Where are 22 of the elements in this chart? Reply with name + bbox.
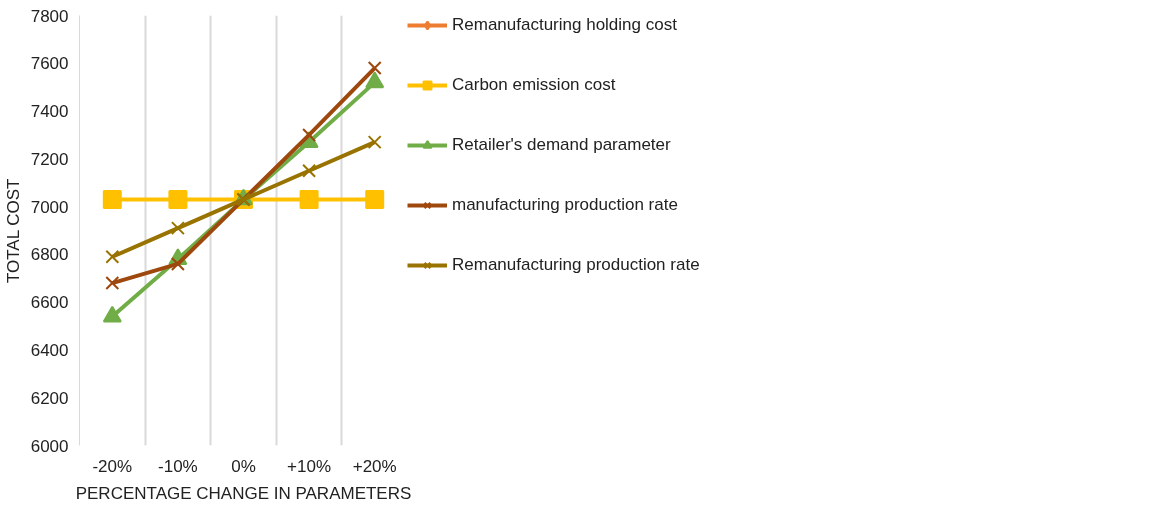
y-axis-title: TOTAL COST xyxy=(3,178,23,284)
y-tick-label: 7400 xyxy=(30,102,69,122)
legend-label: Carbon emission cost xyxy=(452,75,616,95)
legend-label: Remanufacturing production rate xyxy=(452,255,700,275)
legend-label: Remanufacturing holding cost xyxy=(452,15,677,35)
x-tick-label: -20% xyxy=(92,456,133,476)
x-tick-label: -10% xyxy=(158,456,198,476)
y-tick-label: 6000 xyxy=(30,436,69,456)
y-tick-label: 6600 xyxy=(30,293,69,313)
legend-label: Retailer's demand parameter xyxy=(452,135,671,155)
y-tick-label: 6400 xyxy=(30,340,69,360)
legend-label: manufacturing production rate xyxy=(452,195,678,215)
x-tick-label: +20% xyxy=(352,456,397,476)
y-tick-label: 6200 xyxy=(30,388,69,408)
y-tick-label: 7600 xyxy=(30,54,69,74)
x-axis-title: PERCENTAGE CHANGE IN PARAMETERS xyxy=(75,483,412,503)
x-tick-label: 0% xyxy=(231,456,256,476)
y-tick-label: 7200 xyxy=(30,149,69,169)
x-tick-label: +10% xyxy=(287,456,332,476)
y-tick-label: 7800 xyxy=(30,6,69,26)
y-tick-label: 7000 xyxy=(30,197,69,217)
y-tick-label: 6800 xyxy=(30,245,69,265)
